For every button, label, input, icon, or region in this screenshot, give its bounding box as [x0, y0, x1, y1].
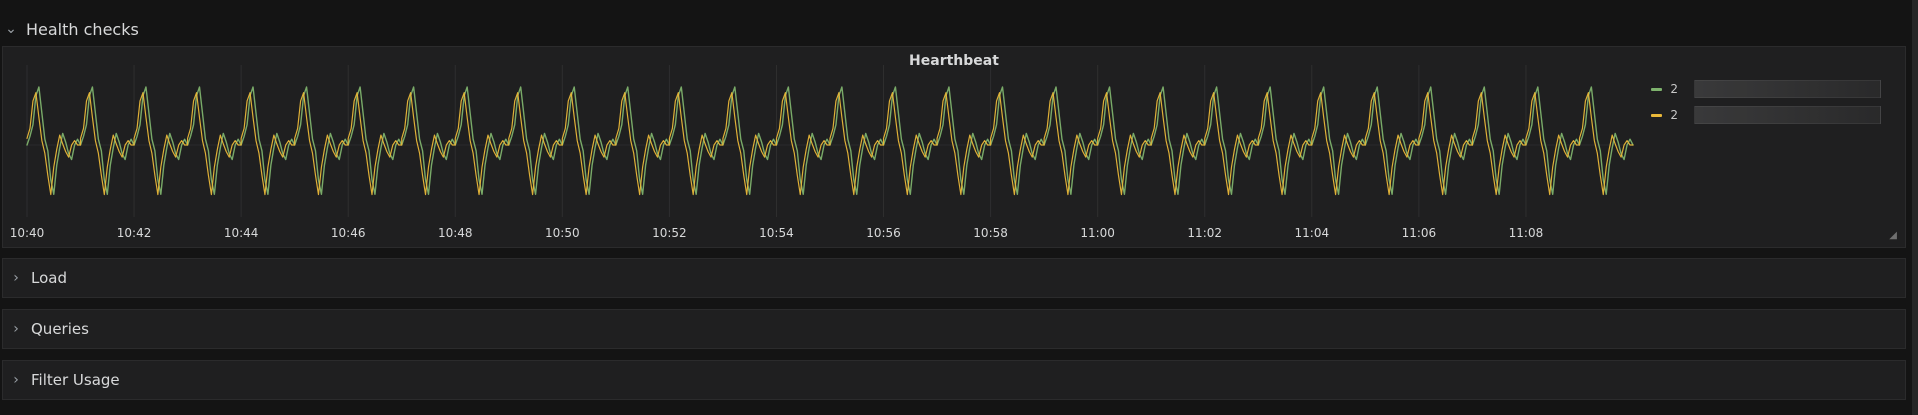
- x-tick-label: 10:52: [652, 226, 687, 240]
- page-scrollbar[interactable]: [1912, 0, 1918, 415]
- x-tick-label: 10:50: [545, 226, 580, 240]
- row-health-checks[interactable]: ⌄ Health checks: [0, 14, 1900, 44]
- timeseries-chart[interactable]: 10:40 10:42 10:44 10:46 10:48 10:50 10:52 10:54…: [3, 47, 1907, 249]
- page-scrollbar-thumb[interactable]: [1912, 0, 1918, 415]
- x-tick-label: 11:08: [1509, 226, 1544, 240]
- resize-handle-icon[interactable]: ◢: [1889, 230, 1897, 241]
- row-title: Load: [31, 269, 67, 287]
- legend-item[interactable]: 2: [1651, 80, 1881, 98]
- legend-item[interactable]: 2: [1651, 106, 1881, 124]
- legend-swatch: [1651, 113, 1663, 117]
- row-title: Queries: [31, 320, 89, 338]
- x-tick-label: 11:02: [1187, 226, 1222, 240]
- series-line-2: [26, 92, 1634, 196]
- row-load[interactable]: › Load: [2, 258, 1906, 298]
- row-title: Health checks: [26, 19, 139, 39]
- x-axis: 10:40 10:42 10:44 10:46 10:48 10:50 10:52 10:54…: [10, 226, 1544, 240]
- x-tick-label: 10:58: [973, 226, 1008, 240]
- chevron-right-icon: ›: [13, 321, 19, 337]
- row-title: Filter Usage: [31, 371, 120, 389]
- chevron-down-icon: ⌄: [5, 21, 17, 37]
- legend-swatch: [1651, 87, 1663, 91]
- row-queries[interactable]: › Queries: [2, 309, 1906, 349]
- row-filter-usage[interactable]: › Filter Usage: [2, 360, 1906, 400]
- x-tick-label: 10:40: [10, 226, 45, 240]
- x-tick-label: 10:42: [117, 226, 152, 240]
- redacted-text: [1694, 106, 1881, 124]
- x-tick-label: 10:56: [866, 226, 901, 240]
- legend: 2 2: [1651, 80, 1881, 124]
- x-tick-label: 10:48: [438, 226, 473, 240]
- x-tick-label: 11:04: [1295, 226, 1330, 240]
- x-tick-label: 11:06: [1402, 226, 1437, 240]
- series-layer: [26, 86, 1634, 196]
- chevron-right-icon: ›: [13, 372, 19, 388]
- redacted-text: [1694, 80, 1881, 98]
- x-tick-label: 11:00: [1080, 226, 1115, 240]
- panel-hearthbeat[interactable]: Hearthbeat 10:40 10:42 10:44 10:46 10:48 10:5…: [2, 46, 1906, 248]
- x-tick-label: 10:54: [759, 226, 794, 240]
- legend-label: 2: [1670, 108, 1679, 122]
- chevron-right-icon: ›: [13, 270, 19, 286]
- x-tick-label: 10:46: [331, 226, 366, 240]
- x-tick-label: 10:44: [224, 226, 259, 240]
- legend-label: 2: [1670, 82, 1679, 96]
